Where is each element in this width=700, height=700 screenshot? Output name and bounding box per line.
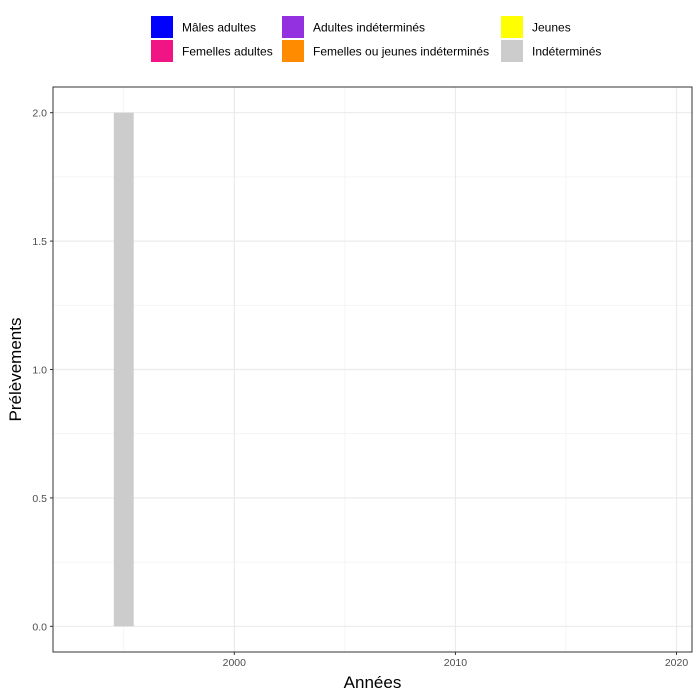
x-tick-label: 2020 (665, 657, 689, 669)
legend-item-adultes-indetermines: Adultes indéterminés (282, 16, 425, 38)
y-tick-label: 1.0 (32, 365, 47, 377)
bars (113, 112, 134, 627)
y-tick-label: 1.5 (32, 236, 47, 248)
y-tick-label: 0.5 (32, 493, 47, 505)
legend-key (151, 16, 173, 38)
x-tick-label: 2000 (223, 657, 247, 669)
legend-key (501, 40, 523, 62)
legend-item-indetermines: Indéterminés (501, 40, 601, 62)
legend-item-femelles-ou-jeunes-indetermines: Femelles ou jeunes indéterminés (282, 40, 489, 62)
plot-panel (52, 86, 693, 653)
grid (53, 87, 692, 652)
y-axis: 0.0 0.5 1.0 1.5 2.0 (32, 108, 53, 633)
legend: Mâles adultes Femelles adultes Adultes ind… (151, 16, 601, 62)
y-tick-label: 2.0 (32, 108, 47, 120)
x-axis: 2000 2010 2020 (223, 652, 689, 669)
legend-label: Femelles ou jeunes indéterminés (313, 45, 489, 59)
bar-indetermines (113, 112, 134, 627)
legend-key (151, 40, 173, 62)
y-axis-title: Prélèvements (6, 318, 25, 422)
x-tick-label: 2010 (444, 657, 468, 669)
y-tick-label: 0.0 (32, 621, 47, 633)
legend-label: Jeunes (532, 21, 571, 35)
x-axis-title: Années (344, 673, 402, 692)
legend-item-males-adultes: Mâles adultes (151, 16, 256, 38)
legend-label: Adultes indéterminés (313, 21, 425, 35)
legend-label: Mâles adultes (182, 21, 256, 35)
legend-item-femelles-adultes: Femelles adultes (151, 40, 273, 62)
legend-label: Indéterminés (532, 45, 601, 59)
legend-item-jeunes: Jeunes (501, 16, 571, 38)
legend-key (282, 16, 304, 38)
legend-key (501, 16, 523, 38)
legend-key (282, 40, 304, 62)
legend-label: Femelles adultes (182, 45, 273, 59)
